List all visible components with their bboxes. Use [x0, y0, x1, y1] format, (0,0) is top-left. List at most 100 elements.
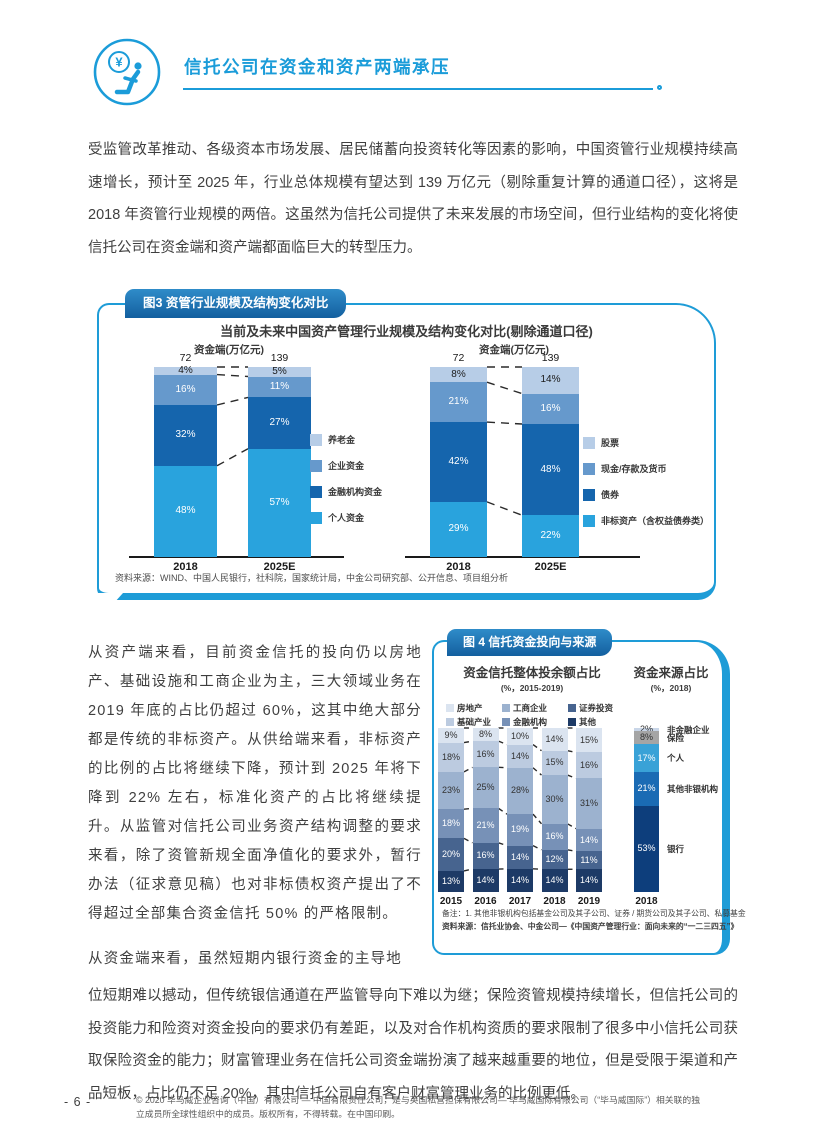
legend-item: 工商企业: [502, 702, 568, 714]
legend-swatch: [502, 718, 510, 726]
bar-segment: 57%: [248, 448, 311, 557]
segment-value-label: 42%: [448, 455, 469, 467]
legend-item: 证券投资: [568, 702, 644, 714]
segment-value-label: 25%: [476, 782, 495, 793]
legend-swatch: [583, 462, 595, 475]
svg-text:¥: ¥: [115, 55, 123, 70]
bar-segment: 16%: [576, 752, 602, 779]
bar-segment: 23%: [438, 771, 464, 810]
bar-segment: 27%: [248, 397, 311, 449]
segment-value-label: 32%: [175, 429, 196, 441]
bar-segment: 2%: [634, 725, 659, 734]
segment-value-label: 21%: [476, 820, 495, 831]
category-label: 2019: [577, 896, 601, 907]
figure3-box: 图3 资管行业规模及结构变化对比 当前及未来中国资产管理行业规模及结构变化对比(…: [97, 289, 716, 600]
connector-lines: [463, 727, 577, 872]
legend-label: 其他: [579, 717, 597, 727]
fig4-right-chart: 2% 8% 17% 21% 53% 2018 非金融企业 保险 个人 其他非银机构 银行: [634, 725, 726, 907]
segment-value-label: 14%: [476, 874, 495, 885]
legend-item: 债券: [583, 488, 709, 501]
category-label: 2018: [635, 896, 658, 907]
segment-side-label: 银行: [667, 843, 685, 854]
bar-segment: 48%: [154, 465, 217, 557]
legend-label: 个人资金: [328, 513, 365, 523]
bar-segment: 16%: [541, 823, 568, 850]
bar-total-label: 139: [270, 352, 289, 364]
bar-segment: 20%: [438, 838, 464, 871]
stacked-bar: 2% 8% 17% 21% 53%: [634, 725, 659, 892]
bar-total-label: 72: [452, 352, 465, 364]
segment-value-label: 10%: [510, 730, 529, 741]
figure4-right-title: 资金来源占比: [633, 666, 709, 680]
stacked-bar: 14% 16% 48% 22%: [522, 367, 579, 557]
bar-segment: 14%: [507, 845, 533, 869]
category-label: 2025E: [263, 561, 296, 573]
category-label: 2025E: [534, 561, 567, 573]
segment-value-label: 18%: [441, 818, 460, 829]
segment-value-label: 8%: [478, 729, 492, 740]
segment-value-label: 14%: [510, 750, 529, 761]
page-number: - 6 -: [64, 1095, 92, 1109]
bar-segment: 14%: [507, 744, 533, 768]
segment-value-label: 14%: [579, 834, 598, 845]
figure4-tab: 图 4 信托资金投向与来源: [447, 629, 613, 656]
figure4-left-subtitle: (%，2015-2019): [500, 683, 564, 693]
bar-segment: 12%: [541, 849, 568, 870]
bar-segment: 14%: [541, 728, 568, 751]
bar-segment: 21%: [634, 771, 659, 806]
legend-label: 股票: [601, 438, 620, 448]
connector-lines: [129, 366, 344, 558]
fig3-left-chart: 4% 16% 32% 48% 2018 72 5% 11% 27% 57% 2025E 139: [129, 352, 354, 573]
stacked-bar: 10% 14% 28% 19% 14% 14%: [507, 728, 533, 892]
funding-side-paragraph-firstline: 从资金端来看，虽然短期内银行资金的主导地: [88, 951, 402, 967]
legend-label: 非标资产（含权益债券类）: [601, 516, 710, 526]
segment-value-label: 5%: [272, 365, 287, 377]
segment-value-label: 8%: [639, 732, 653, 743]
segment-value-label: 28%: [510, 785, 529, 796]
segment-value-label: 9%: [444, 729, 458, 740]
legend-item: 现金/存款及货币: [583, 462, 709, 475]
bar-segment: 25%: [472, 767, 499, 809]
bar-segment: 48%: [522, 423, 579, 516]
bar-total-label: 72: [179, 352, 192, 364]
stacked-bar: 15% 16% 31% 14% 11% 14%: [576, 728, 602, 892]
segment-value-label: 13%: [441, 875, 460, 886]
bar-segment: 15%: [576, 728, 602, 753]
title-underline: [183, 85, 662, 90]
bar-segment: 14%: [522, 367, 579, 394]
segment-value-label: 29%: [448, 523, 469, 535]
copyright-text: © 2020 毕马威企业咨询（中国）有限公司 — 中国有限责任公司，是与英国私营…: [136, 1095, 700, 1119]
segment-value-label: 14%: [579, 875, 598, 886]
bar-segment: 9%: [438, 728, 464, 743]
legend-label: 养老金: [328, 435, 356, 445]
legend-swatch: [310, 459, 322, 472]
bar-segment: 10%: [507, 728, 533, 745]
bar-segment: 4%: [154, 365, 217, 375]
segment-value-label: 31%: [579, 797, 598, 808]
segment-side-label: 保险: [667, 732, 685, 743]
legend-item: 企业资金: [310, 459, 382, 472]
legend-label: 现金/存款及货币: [601, 464, 667, 474]
bar-segment: 5%: [248, 365, 311, 377]
fig4-legend: 房地产 工商企业 证券投资 基础产业 金融机构 其他: [446, 702, 644, 728]
bar-segment: 14%: [576, 828, 602, 852]
bar-segment: 31%: [576, 778, 602, 829]
stacked-bar: 9% 18% 23% 18% 20% 13%: [438, 728, 464, 892]
legend-swatch: [568, 704, 576, 712]
underline-end-dot: [657, 85, 662, 90]
figure3-left-axis-label: 资金端(万亿元): [194, 344, 264, 356]
segment-side-label: 个人: [667, 753, 685, 764]
bar-segment: 18%: [438, 742, 464, 772]
yuan-runner-icon: ¥: [92, 37, 162, 107]
segment-value-label: 19%: [510, 824, 529, 835]
segment-value-label: 14%: [540, 374, 561, 386]
legend-item: 金融机构资金: [310, 485, 382, 498]
segment-value-label: 48%: [175, 505, 196, 517]
bar-segment: 15%: [541, 750, 568, 776]
legend-swatch: [310, 433, 322, 446]
bar-segment: 28%: [507, 767, 533, 815]
connector-lines: [405, 366, 640, 558]
legend-label: 企业资金: [328, 461, 365, 471]
category-label: 2018: [543, 896, 566, 907]
category-label: 2018: [173, 561, 198, 573]
